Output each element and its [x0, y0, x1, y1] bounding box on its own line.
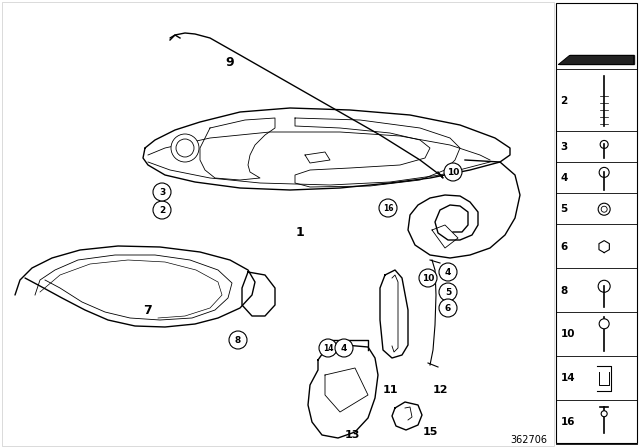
Circle shape: [176, 139, 194, 157]
Bar: [556, 3, 637, 443]
Text: 15: 15: [422, 427, 438, 437]
Bar: [2, 2, 554, 446]
Text: 4: 4: [445, 267, 451, 276]
Text: 1: 1: [296, 225, 305, 238]
Text: 8: 8: [235, 336, 241, 345]
Text: 4: 4: [341, 344, 347, 353]
Polygon shape: [559, 56, 634, 65]
Text: 2: 2: [561, 96, 568, 107]
Circle shape: [335, 339, 353, 357]
Text: 10: 10: [561, 329, 575, 340]
Text: 3: 3: [561, 142, 568, 152]
Text: 12: 12: [432, 385, 448, 395]
Text: 5: 5: [445, 288, 451, 297]
Circle shape: [379, 199, 397, 217]
Text: 6: 6: [445, 303, 451, 313]
Circle shape: [598, 280, 610, 292]
Text: 11: 11: [382, 385, 397, 395]
Circle shape: [600, 140, 608, 148]
Text: 10: 10: [447, 168, 459, 177]
Text: 362706: 362706: [511, 435, 548, 445]
Circle shape: [229, 331, 247, 349]
Circle shape: [171, 134, 199, 162]
Text: 2: 2: [159, 206, 165, 215]
Circle shape: [439, 283, 457, 301]
Circle shape: [601, 411, 607, 417]
Text: 10: 10: [422, 273, 434, 283]
Circle shape: [599, 319, 609, 329]
Text: 13: 13: [344, 430, 360, 440]
Text: 5: 5: [561, 204, 568, 214]
Text: 7: 7: [143, 303, 152, 316]
Circle shape: [319, 339, 337, 357]
Text: 16: 16: [561, 417, 575, 427]
Circle shape: [153, 183, 171, 201]
Circle shape: [153, 201, 171, 219]
Text: 4: 4: [561, 173, 568, 183]
Circle shape: [439, 263, 457, 281]
Circle shape: [598, 203, 610, 215]
Circle shape: [601, 206, 607, 212]
Text: 14: 14: [323, 344, 333, 353]
Circle shape: [419, 269, 437, 287]
Circle shape: [439, 299, 457, 317]
Text: 14: 14: [561, 373, 575, 383]
Circle shape: [599, 168, 609, 177]
Text: 8: 8: [561, 285, 568, 296]
Text: 6: 6: [561, 241, 568, 252]
Text: 3: 3: [159, 188, 165, 197]
Text: 9: 9: [226, 56, 234, 69]
Text: 16: 16: [383, 203, 393, 212]
Circle shape: [444, 163, 462, 181]
